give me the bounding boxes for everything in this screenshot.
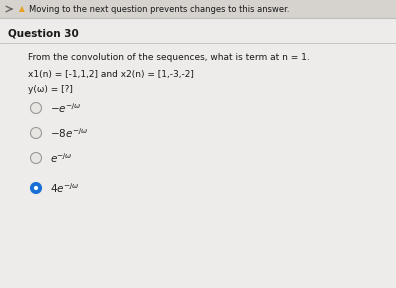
Text: $e^{-j\omega}$: $e^{-j\omega}$ [50, 151, 73, 165]
Circle shape [30, 153, 42, 164]
Text: ▲: ▲ [19, 5, 25, 14]
Text: Question 30: Question 30 [8, 28, 79, 38]
Text: y(ω) = [?]: y(ω) = [?] [28, 86, 73, 94]
Circle shape [30, 128, 42, 139]
Circle shape [30, 183, 42, 194]
Text: Moving to the next question prevents changes to this answer.: Moving to the next question prevents cha… [29, 5, 289, 14]
Circle shape [30, 103, 42, 113]
Text: x1(n) = [-1,1,2] and x2(n) = [1,-3,-2]: x1(n) = [-1,1,2] and x2(n) = [1,-3,-2] [28, 69, 194, 79]
Circle shape [34, 186, 38, 190]
Bar [0, 0, 396, 18]
Text: $4e^{-j\omega}$: $4e^{-j\omega}$ [50, 181, 79, 195]
Text: From the convolution of the sequences, what is term at n = 1.: From the convolution of the sequences, w… [28, 52, 310, 62]
Text: $-e^{-j\omega}$: $-e^{-j\omega}$ [50, 101, 82, 115]
Text: $-8e^{-j\omega}$: $-8e^{-j\omega}$ [50, 126, 88, 140]
